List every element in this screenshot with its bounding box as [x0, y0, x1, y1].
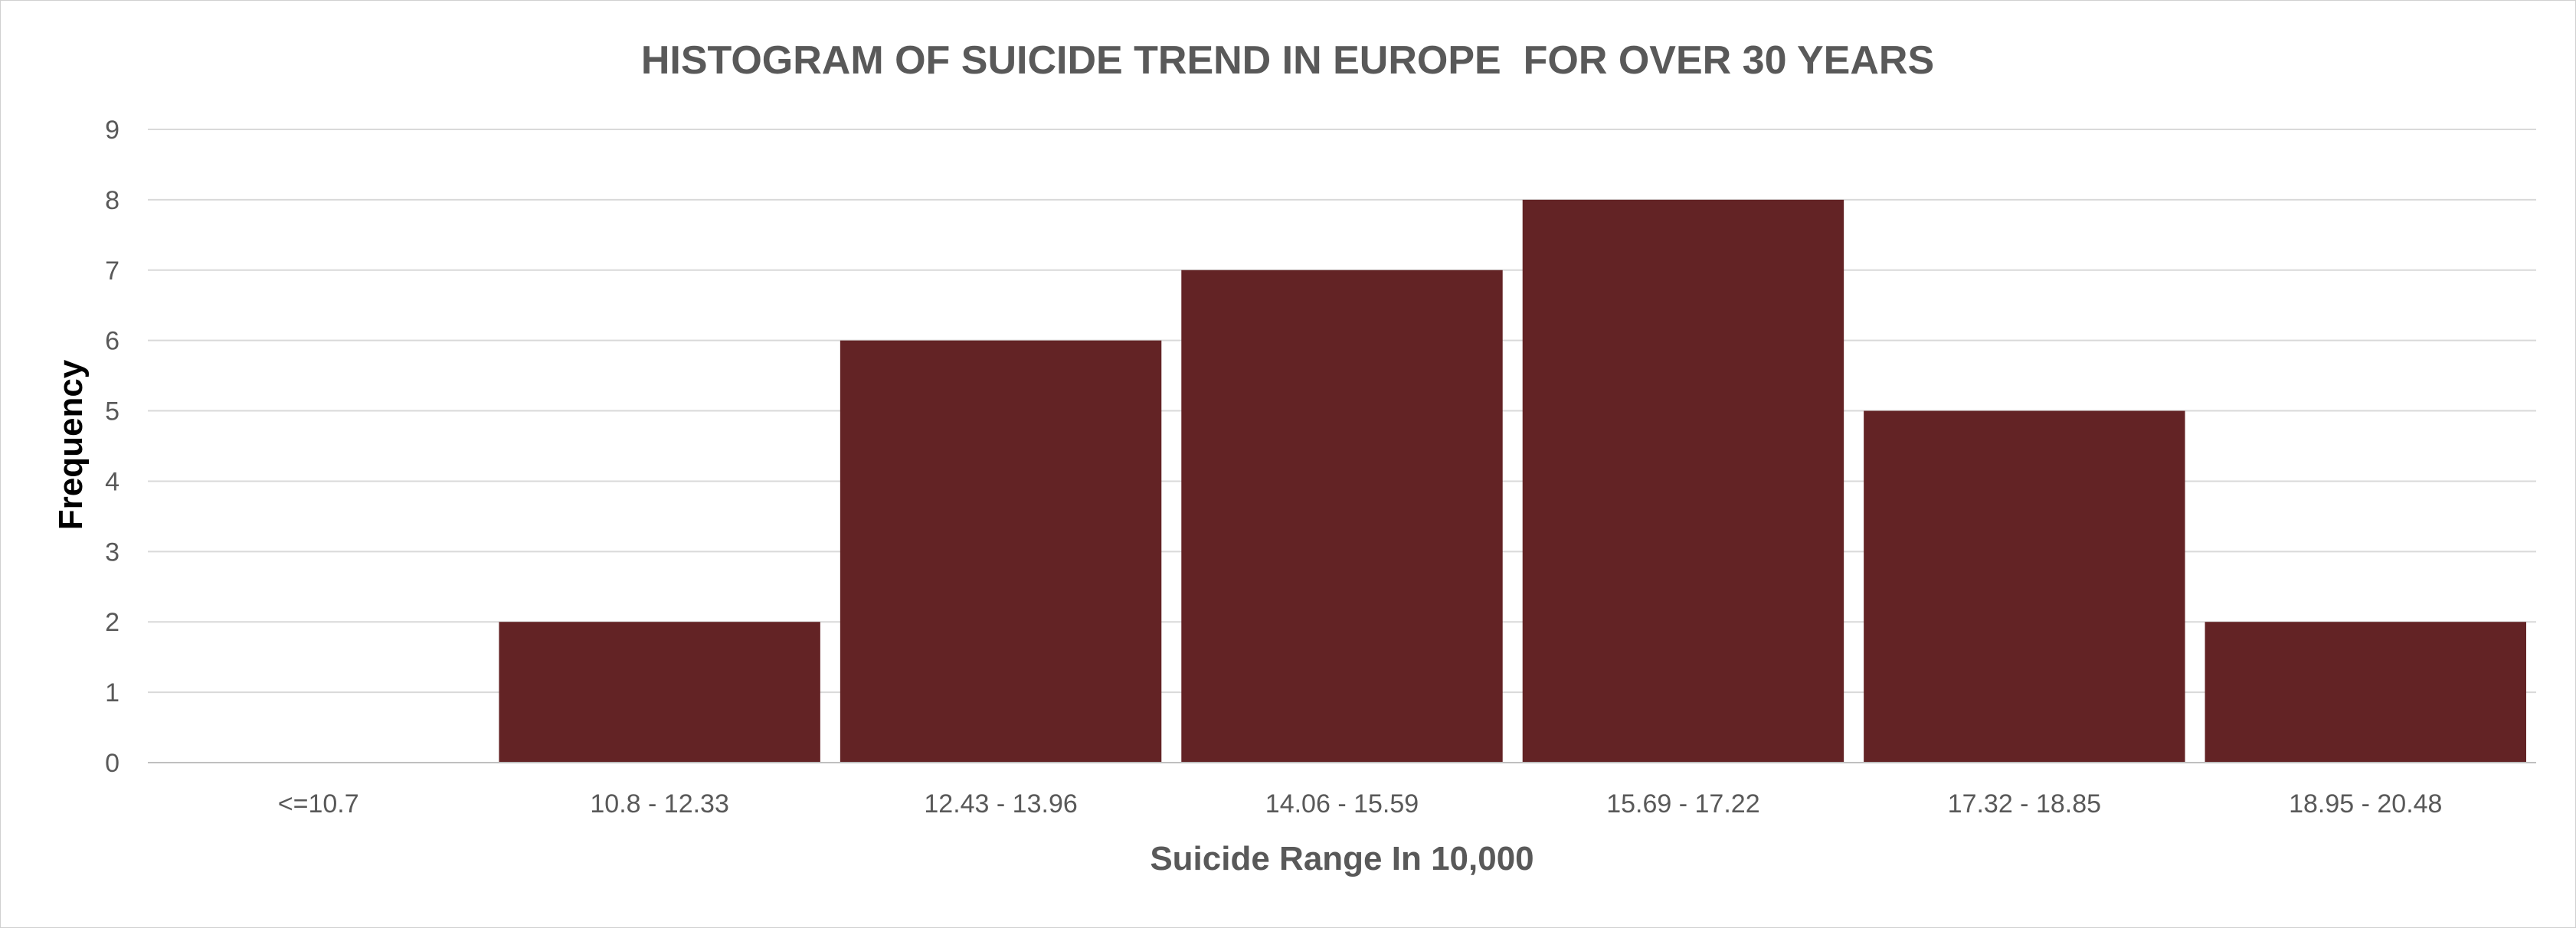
- x-axis-ticks: <=10.7 10.8 - 12.33 12.43 - 13.96 14.06 - 1…: [278, 789, 2443, 819]
- bar-3: [840, 340, 1162, 763]
- bar-5: [1522, 199, 1844, 763]
- x-tick-label: 15.69 - 17.22: [1606, 789, 1759, 819]
- y-axis-ticks: 0 1 2 3 4 5 6 7 8 9: [105, 116, 119, 778]
- y-axis-title: Frequency: [52, 359, 90, 530]
- bar-6: [1864, 410, 2185, 763]
- y-tick-label: 0: [105, 749, 119, 778]
- x-tick-label: <=10.7: [278, 789, 359, 819]
- y-tick-label: 4: [105, 467, 119, 496]
- x-tick-label: 17.32 - 18.85: [1948, 789, 2101, 819]
- x-tick-label: 14.06 - 15.59: [1265, 789, 1419, 819]
- y-tick-label: 8: [105, 186, 119, 215]
- bar-7: [2204, 622, 2526, 763]
- y-tick-label: 2: [105, 608, 119, 637]
- bar-4: [1181, 270, 1503, 763]
- bars: [499, 199, 2526, 763]
- x-tick-label: 18.95 - 20.48: [2289, 789, 2442, 819]
- x-tick-label: 10.8 - 12.33: [590, 789, 728, 819]
- y-tick-label: 5: [105, 397, 119, 426]
- y-tick-label: 3: [105, 538, 119, 567]
- y-tick-label: 7: [105, 257, 119, 286]
- y-tick-label: 1: [105, 678, 119, 707]
- x-tick-label: 12.43 - 13.96: [924, 789, 1077, 819]
- bar-2: [499, 622, 820, 763]
- y-tick-label: 9: [105, 116, 119, 145]
- x-axis-title: Suicide Range In 10,000: [1150, 840, 1533, 877]
- y-tick-label: 6: [105, 327, 119, 356]
- chart-title: HISTOGRAM OF SUICIDE TREND IN EUROPE FOR…: [641, 38, 1934, 83]
